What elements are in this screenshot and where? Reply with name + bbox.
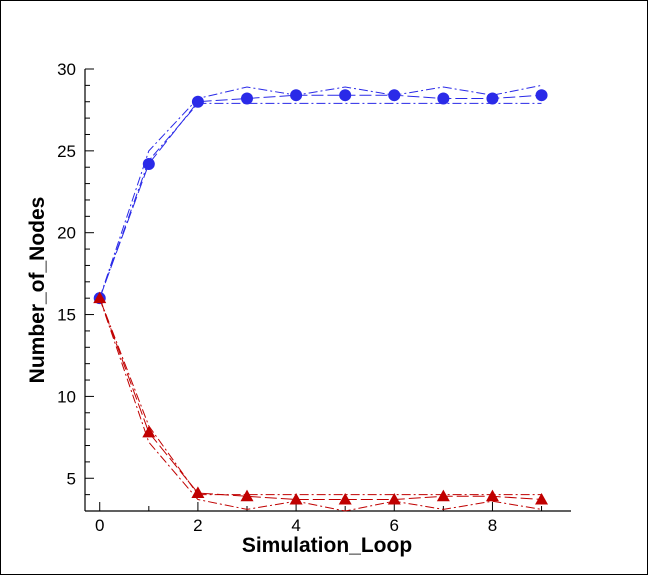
series-2	[93, 291, 549, 512]
data-point	[240, 489, 254, 502]
data-point	[485, 489, 499, 502]
y-tick-label: 25	[57, 142, 76, 161]
series-line-lower	[99, 102, 542, 299]
data-point	[535, 89, 548, 102]
data-point	[486, 92, 499, 105]
data-point	[436, 489, 450, 502]
data-point	[388, 89, 401, 102]
data-point	[535, 492, 549, 505]
series-layer	[93, 84, 549, 512]
axes: 0 2 4 6 8 5 10 15 20 25 30	[57, 60, 571, 535]
x-tick-label: 6	[390, 516, 399, 535]
series-line-lower	[99, 298, 542, 512]
series-line-upper	[99, 84, 542, 299]
data-point	[290, 89, 303, 102]
data-point	[387, 492, 401, 505]
data-point	[191, 486, 205, 498]
data-point	[142, 425, 156, 438]
data-point	[191, 95, 204, 108]
x-tick-label: 0	[95, 516, 104, 535]
y-tick-label: 10	[57, 387, 76, 406]
series-line-upper	[99, 298, 542, 496]
series-1	[93, 84, 548, 305]
series-line-mean	[99, 94, 542, 299]
y-tick-label: 20	[57, 224, 76, 243]
data-point	[338, 492, 352, 505]
x-axis-label: Simulation_Loop	[242, 534, 412, 557]
data-point	[241, 92, 253, 105]
series-line-mean	[99, 298, 542, 500]
data-point	[142, 157, 155, 170]
y-tick-label: 15	[57, 306, 76, 325]
y-axis-label: Number_of_Nodes	[26, 197, 49, 384]
y-tick-label: 30	[57, 60, 76, 79]
data-point	[437, 92, 450, 105]
y-tick-label: 5	[67, 469, 76, 488]
x-tick-label: 2	[193, 516, 202, 535]
data-point	[289, 492, 303, 505]
data-point	[339, 89, 352, 102]
data-point	[93, 291, 107, 304]
x-tick-label: 8	[488, 516, 497, 535]
x-tick-label: 4	[291, 516, 300, 535]
